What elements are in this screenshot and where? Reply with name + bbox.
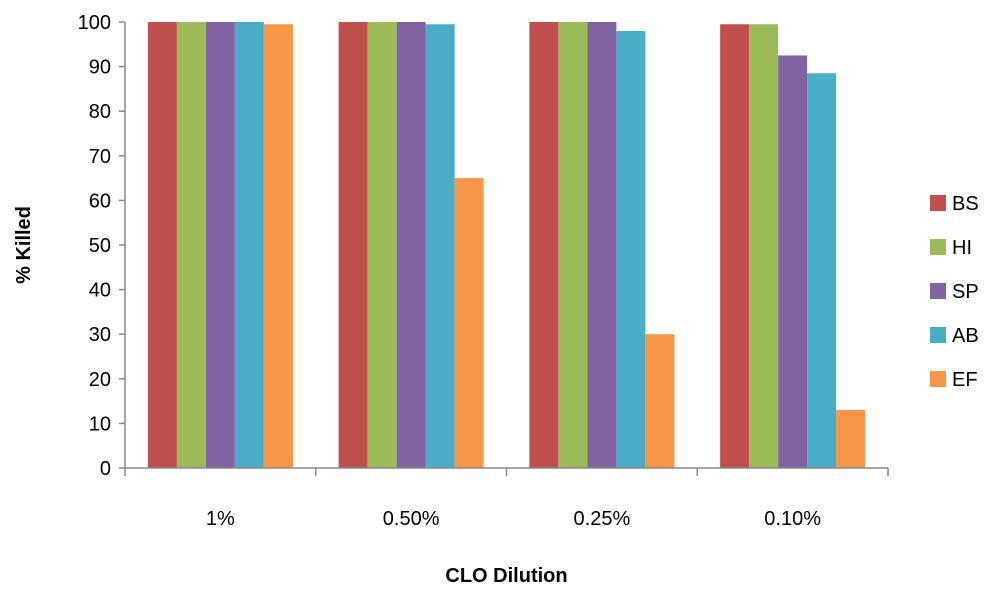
y-tick-label: 0 — [100, 458, 111, 480]
legend-label-hi: HI — [952, 237, 972, 259]
bar-ef-2 — [454, 178, 484, 468]
bar-sp-4 — [778, 55, 808, 468]
y-tick-label: 50 — [89, 235, 111, 257]
legend-label-ef: EF — [952, 369, 978, 391]
legend-label-sp: SP — [952, 281, 979, 303]
legend-label-ab: AB — [952, 325, 979, 347]
y-tick-label: 100 — [78, 12, 111, 34]
bars-layer — [147, 22, 866, 468]
y-tick-label: 30 — [89, 324, 111, 346]
bar-ab-1 — [234, 22, 264, 468]
legend-label-bs: BS — [952, 193, 979, 215]
bar-hi-3 — [558, 22, 588, 468]
bar-sp-1 — [205, 22, 235, 468]
bar-ab-2 — [425, 24, 455, 468]
legend-swatch-bs — [930, 195, 946, 211]
legend-swatch-ef — [930, 371, 946, 387]
bar-sp-3 — [587, 22, 617, 468]
legend-swatch-sp — [930, 283, 946, 299]
bar-ef-3 — [645, 334, 675, 468]
y-tick-label: 20 — [89, 369, 111, 391]
bar-ab-4 — [807, 73, 837, 468]
bar-bs-3 — [529, 22, 559, 468]
y-tick-label: 70 — [89, 146, 111, 168]
x-category-label: 0.25% — [574, 508, 631, 530]
x-category-label: 0.50% — [383, 508, 440, 530]
bar-ef-1 — [263, 24, 293, 468]
bar-bs-1 — [147, 22, 177, 468]
x-axis-title: CLO Dilution — [445, 565, 567, 587]
bar-ab-3 — [616, 30, 646, 468]
x-axis-categories: 1% 0.50% 0.25% 0.10% — [124, 468, 889, 530]
bar-bs-2 — [338, 22, 368, 468]
bar-bs-4 — [720, 24, 750, 468]
bar-hi-2 — [367, 22, 397, 468]
x-category-label: 0.10% — [764, 508, 821, 530]
bar-ef-4 — [836, 410, 866, 468]
legend-swatch-ab — [930, 327, 946, 343]
bar-sp-2 — [396, 22, 426, 468]
legend: BS HI SP AB EF — [930, 193, 979, 391]
x-category-label: 1% — [206, 508, 235, 530]
bar-hi-1 — [176, 22, 206, 468]
bar-hi-4 — [749, 24, 779, 468]
legend-swatch-hi — [930, 239, 946, 255]
y-axis-title: % Killed — [13, 206, 35, 284]
y-axis-ticks: 0 10 20 30 40 50 60 70 80 90 100 — [78, 12, 125, 480]
y-tick-label: 10 — [89, 413, 111, 435]
y-tick-label: 40 — [89, 280, 111, 302]
y-tick-label: 60 — [89, 190, 111, 212]
y-tick-label: 90 — [89, 57, 111, 79]
y-tick-label: 80 — [89, 101, 111, 123]
